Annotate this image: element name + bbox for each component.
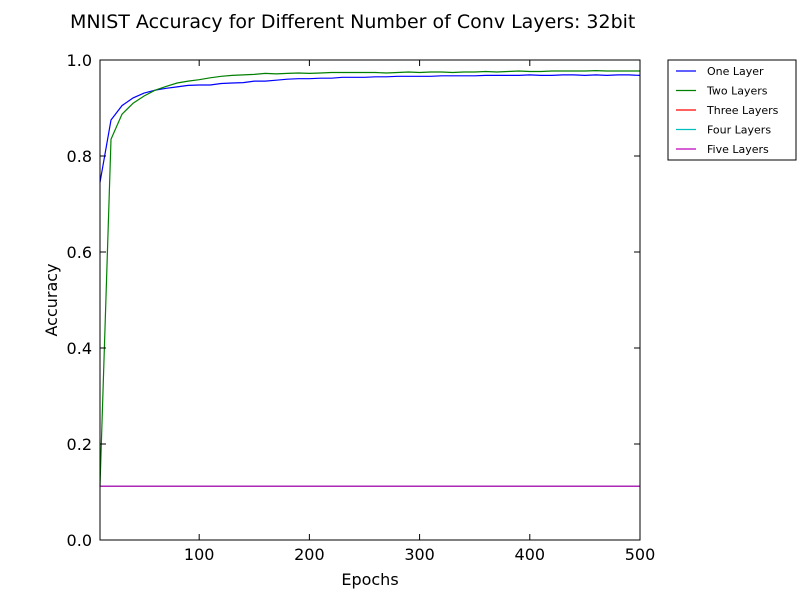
ticks-layer: 100 200 300 400 500 0.0 0.2 0.4 0.6 0.8 1.0 xyxy=(67,51,656,564)
series-line-2 xyxy=(99,69,640,486)
y-tick-label: 0.0 xyxy=(67,531,92,550)
x-tick-label: 400 xyxy=(515,545,546,564)
y-tick-label: 0.6 xyxy=(67,243,92,262)
y-axis-label: Accuracy xyxy=(42,263,61,336)
plot-frame xyxy=(99,59,641,541)
legend-label: Five Layers xyxy=(707,143,769,156)
legend-label: Three Layers xyxy=(706,104,779,117)
legend-label: Four Layers xyxy=(707,124,771,137)
legend-label: Two Layers xyxy=(706,85,768,98)
x-tick-label: 500 xyxy=(625,545,656,564)
x-tick-label: 100 xyxy=(184,545,215,564)
y-tick-label: 1.0 xyxy=(67,51,92,70)
x-tick-label: 300 xyxy=(404,545,435,564)
series-line-1 xyxy=(99,74,641,183)
chart-title: MNIST Accuracy for Different Number of C… xyxy=(70,11,635,33)
series-layer xyxy=(99,69,641,487)
x-tick-label: 200 xyxy=(294,545,325,564)
x-axis-label: Epochs xyxy=(341,570,398,589)
y-tick-label: 0.4 xyxy=(67,339,92,358)
legend: One Layer Two Layers Three Layers Four Laye… xyxy=(667,59,797,161)
legend-label: One Layer xyxy=(707,65,764,78)
y-tick-label: 0.8 xyxy=(67,147,92,166)
y-tick-label: 0.2 xyxy=(67,435,92,454)
